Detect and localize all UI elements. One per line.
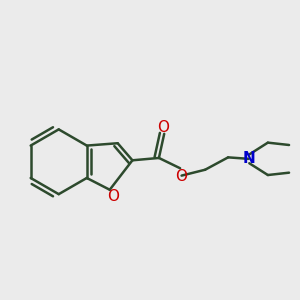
Text: O: O xyxy=(157,120,169,135)
Text: O: O xyxy=(176,169,188,184)
Text: N: N xyxy=(243,151,256,166)
Text: O: O xyxy=(107,189,119,204)
